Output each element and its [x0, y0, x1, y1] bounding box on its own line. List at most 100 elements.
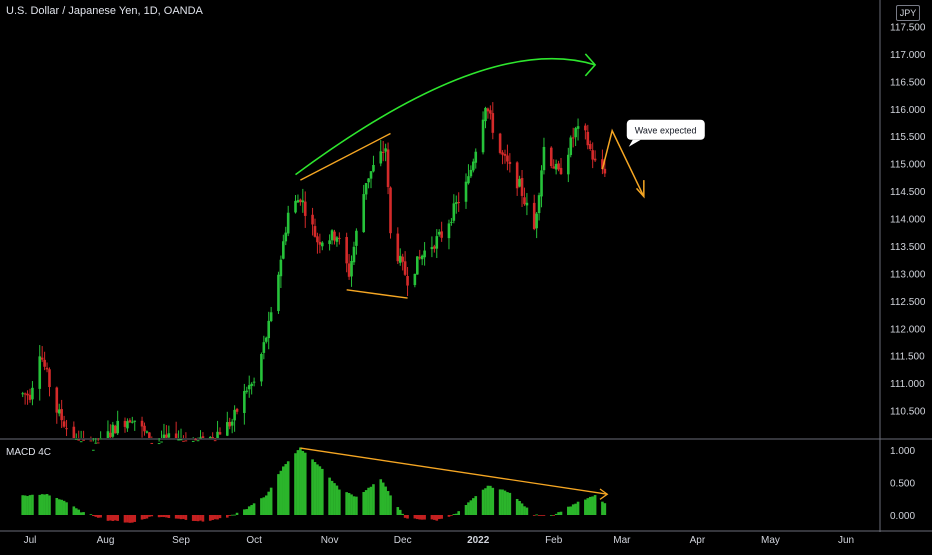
candle-body: [247, 385, 251, 390]
price-tick-label: 110.500: [890, 407, 926, 418]
time-tick-label: Apr: [690, 535, 706, 546]
candle-body: [571, 137, 575, 139]
macd-bar: [518, 500, 521, 515]
macd-bar: [464, 505, 468, 515]
candle-body: [208, 437, 212, 439]
candle-body: [591, 150, 594, 160]
candle-body: [167, 433, 171, 438]
candle-body: [106, 431, 110, 438]
macd-bar: [454, 513, 458, 515]
green-arrow-head: [584, 53, 597, 77]
currency-button[interactable]: JPY: [896, 5, 920, 21]
macd-bar: [126, 515, 129, 523]
candle-body: [62, 421, 66, 427]
macd-bar: [277, 474, 280, 515]
candle-body: [252, 381, 256, 383]
candle-body: [45, 367, 49, 370]
macd-bar: [440, 515, 443, 519]
candle-body: [264, 337, 268, 342]
macd-bar: [352, 496, 356, 515]
candle-body: [262, 342, 266, 353]
candle-body: [133, 420, 137, 422]
candle-body: [498, 133, 502, 153]
macd-bar: [279, 470, 283, 515]
candle-body: [347, 263, 351, 277]
macd-bar: [252, 503, 256, 515]
macd-bar: [196, 515, 200, 522]
macd-bar: [282, 466, 285, 515]
macd-bar: [106, 515, 110, 521]
macd-bar: [128, 515, 132, 523]
candle-body: [603, 168, 607, 174]
time-tick-label: Mar: [613, 535, 631, 546]
candle-body: [469, 169, 473, 177]
macd-bar: [174, 515, 178, 519]
candle-body: [584, 125, 587, 131]
candle-body: [557, 163, 560, 170]
candle-body: [433, 246, 436, 249]
macd-bar: [23, 495, 27, 515]
macd-bar: [367, 487, 370, 515]
macd-bar: [26, 496, 29, 515]
candle-body: [48, 369, 51, 388]
candle-body: [279, 259, 283, 277]
macd-bar: [472, 498, 475, 515]
macd-bar: [79, 512, 83, 515]
candle-body: [586, 131, 590, 146]
macd-bar: [396, 507, 400, 515]
macd-bar: [386, 491, 390, 515]
candle-body: [413, 273, 417, 286]
macd-bar: [194, 515, 197, 521]
candle-body: [43, 359, 46, 367]
macd-bar: [501, 489, 504, 515]
macd-bar: [60, 499, 63, 515]
candle-body: [523, 197, 526, 205]
macd-panel-title: MACD 4C: [6, 447, 52, 458]
candle-body: [23, 393, 27, 395]
price-tick-label: 111.500: [890, 352, 925, 363]
macd-bar: [574, 503, 577, 515]
macd-bar: [525, 507, 529, 515]
macd-bar: [437, 515, 441, 520]
macd-bar: [430, 515, 434, 520]
candle-body: [379, 151, 383, 164]
macd-bar: [57, 499, 61, 515]
macd-bar: [489, 485, 492, 515]
macd-bar: [467, 502, 470, 515]
macd-bar: [591, 496, 594, 515]
candle-body: [250, 383, 253, 386]
candle-body: [301, 200, 305, 203]
candle-body: [143, 425, 146, 432]
macd-bar: [211, 515, 214, 520]
macd-bar: [554, 513, 558, 515]
macd-bar: [99, 515, 102, 518]
candle-body: [74, 438, 78, 440]
callout-box: [626, 119, 705, 140]
candle-body: [559, 167, 563, 175]
macd-bar: [167, 515, 171, 519]
candle-body: [554, 163, 558, 170]
macd-bar: [140, 515, 144, 520]
macd-bar: [65, 502, 68, 515]
candle-body: [569, 137, 573, 156]
macd-bar: [131, 515, 134, 523]
candle-body: [369, 171, 373, 179]
candle-body: [191, 440, 195, 442]
candle-body: [177, 439, 180, 441]
candle-body: [55, 387, 59, 413]
macd-bar: [284, 464, 288, 515]
candle-body: [406, 276, 409, 286]
candle-body: [338, 237, 341, 239]
macd-bar: [586, 498, 590, 515]
candle-body: [362, 194, 366, 233]
macd-bar: [226, 515, 229, 518]
candle-body: [218, 432, 222, 435]
macd-bar: [457, 511, 461, 515]
time-tick-label: Aug: [97, 535, 115, 546]
macd-bar: [28, 495, 32, 515]
macd-bar: [311, 459, 314, 515]
macd-bar: [262, 497, 266, 515]
candle-body: [396, 233, 400, 262]
candle-body: [418, 257, 422, 259]
